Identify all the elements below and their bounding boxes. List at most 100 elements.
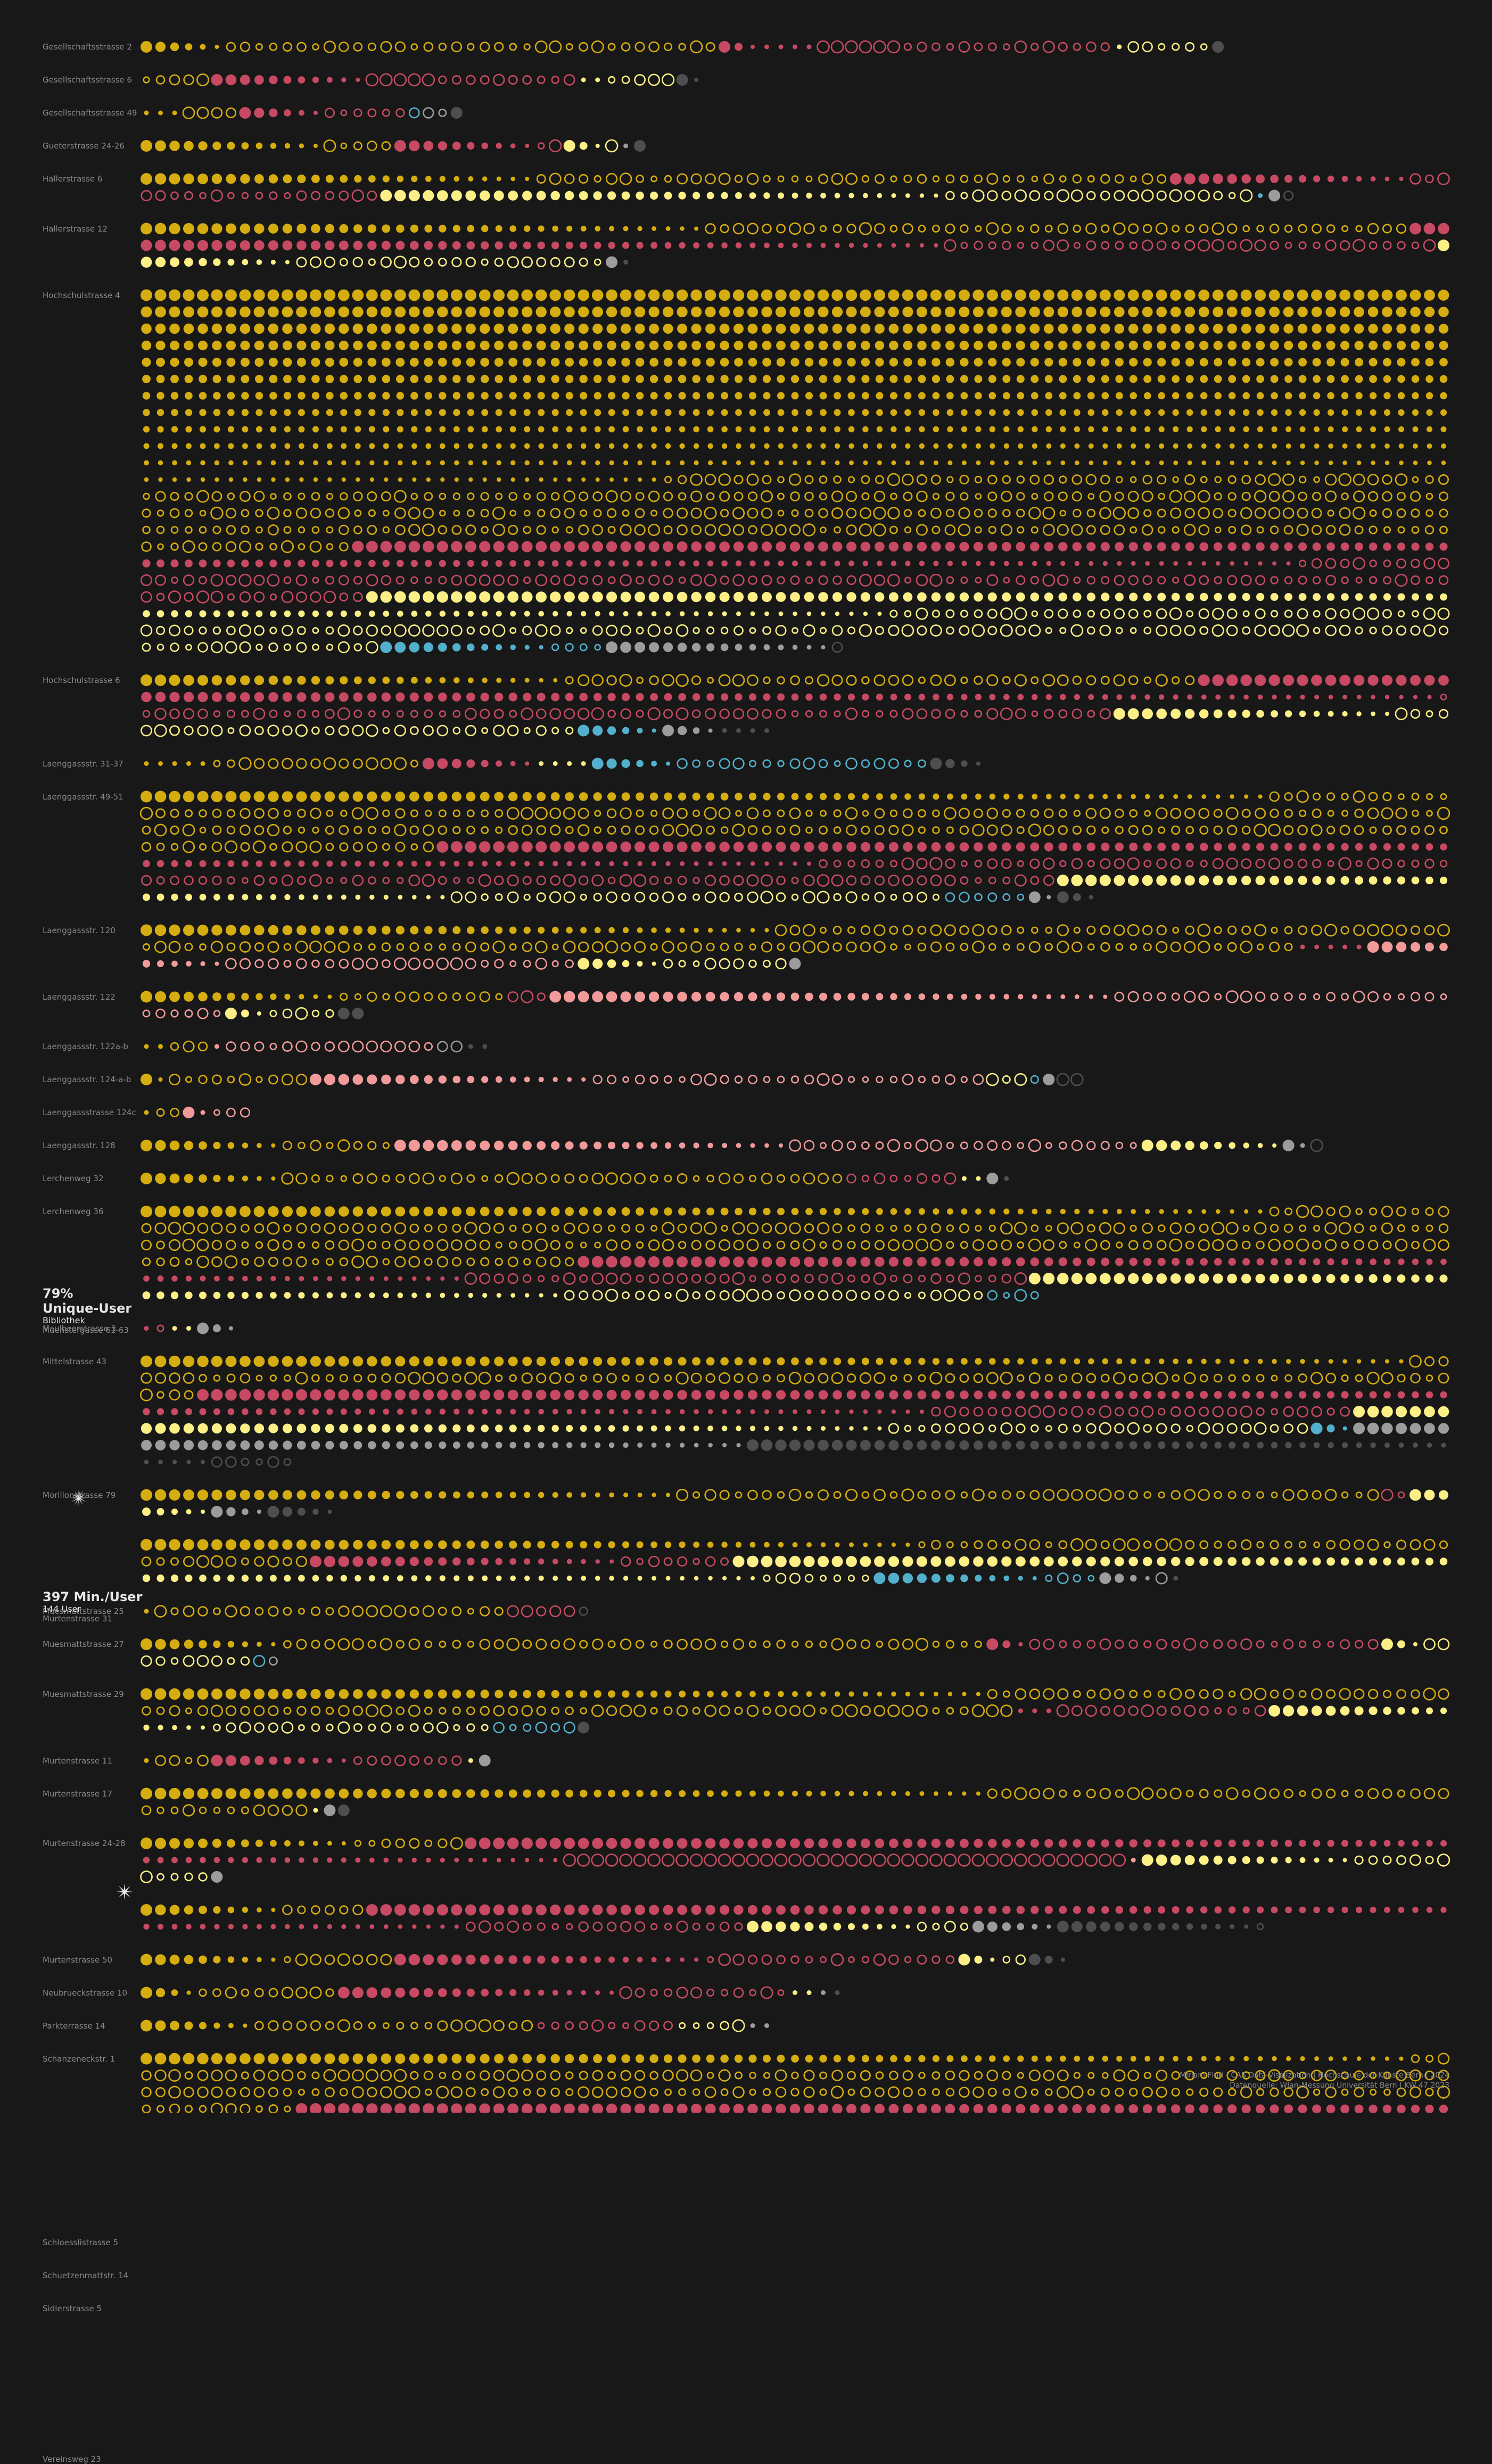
dot-outline <box>1341 1241 1349 1249</box>
dot-outline <box>578 1223 589 1234</box>
dot-filled <box>298 392 306 400</box>
dot-outline <box>1339 240 1350 251</box>
dot-filled <box>239 289 251 301</box>
dot-filled <box>227 860 235 867</box>
dot-filled <box>1143 375 1152 383</box>
dot-filled <box>733 324 744 334</box>
dot-outline <box>634 508 645 518</box>
dot-outline <box>326 492 334 500</box>
dot-outline <box>1227 575 1238 586</box>
dot-filled <box>634 1390 645 1400</box>
dot-filled <box>225 925 236 936</box>
dot-outline <box>1254 924 1267 937</box>
dot-outline <box>918 677 926 685</box>
dot-filled <box>1227 709 1237 719</box>
dot-filled <box>1060 1208 1066 1215</box>
dot-filled <box>579 191 588 200</box>
dot-outline <box>790 1240 800 1250</box>
dot-filled <box>509 926 517 934</box>
dot-filled <box>1325 674 1337 686</box>
dot-outline <box>156 1108 165 1117</box>
dot-filled <box>1156 307 1167 317</box>
dot-filled <box>720 1357 729 1366</box>
dot-filled <box>1032 460 1037 465</box>
dot-outline <box>184 1009 193 1018</box>
dot-filled <box>425 176 432 182</box>
dot-outline <box>1044 491 1054 501</box>
dot-filled <box>1283 674 1295 686</box>
dot-filled <box>1131 561 1136 566</box>
dot-outline <box>831 1140 843 1151</box>
dot-outline <box>804 1290 814 1300</box>
dot-filled <box>733 842 744 852</box>
dot-outline <box>139 1388 153 1402</box>
dot-outline <box>156 843 165 852</box>
dot-filled <box>1326 843 1335 851</box>
dot-outline <box>311 1241 320 1249</box>
dot-outline <box>422 523 435 537</box>
dot-filled <box>1127 875 1139 886</box>
dot-filled <box>1030 1257 1040 1266</box>
dot-outline <box>536 257 547 267</box>
dot-outline <box>450 891 463 903</box>
dot-filled <box>212 340 222 351</box>
dot-outline <box>1367 491 1379 502</box>
dot-filled <box>283 375 292 383</box>
dot-outline <box>904 1141 912 1150</box>
dot-outline <box>339 959 349 969</box>
dot-filled <box>1228 843 1237 851</box>
dot-filled <box>397 677 404 684</box>
dot-filled <box>479 541 491 553</box>
dot-filled <box>494 693 504 702</box>
dot-outline <box>283 943 292 951</box>
dot-filled <box>975 392 982 400</box>
dot-filled <box>423 541 434 553</box>
dot-filled <box>733 1256 744 1267</box>
dot-outline <box>1001 191 1012 201</box>
dot-filled <box>1015 324 1026 334</box>
dot-filled <box>482 477 487 482</box>
dot-outline <box>367 826 376 835</box>
dot-filled <box>608 409 615 416</box>
dot-filled <box>169 240 180 251</box>
dot-outline <box>154 574 166 586</box>
dot-filled <box>1243 1142 1249 1149</box>
dot-filled <box>382 224 391 233</box>
dot-filled <box>199 610 207 617</box>
dot-filled <box>861 358 870 367</box>
dot-outline <box>1044 1374 1053 1382</box>
dot-outline <box>887 40 901 54</box>
dot-outline <box>1242 626 1251 635</box>
dot-filled <box>1438 307 1449 317</box>
dot-filled <box>355 460 361 466</box>
dot-outline <box>296 958 307 969</box>
dot-filled <box>254 323 265 334</box>
dot-outline <box>1142 825 1153 836</box>
dot-outline <box>904 943 911 951</box>
dot-outline <box>1425 1224 1433 1232</box>
dot-filled <box>481 142 488 150</box>
dot-filled <box>553 477 558 482</box>
dot-outline <box>183 574 195 586</box>
dot-filled <box>1101 375 1109 383</box>
dot-filled <box>340 392 348 400</box>
dot-outline <box>508 825 518 835</box>
dot-filled <box>649 1390 659 1400</box>
dot-outline <box>1031 710 1038 718</box>
dot-outline <box>481 1175 489 1182</box>
dot-outline <box>762 224 772 234</box>
dot-filled <box>975 409 982 416</box>
dot-outline <box>777 943 785 951</box>
dot-filled <box>931 1257 941 1267</box>
dot-outline <box>902 1239 913 1251</box>
dot-filled <box>242 1175 248 1182</box>
dot-filled <box>1201 794 1207 799</box>
dot-outline <box>507 1256 518 1267</box>
dot-outline <box>326 526 334 534</box>
dot-outline <box>733 491 744 501</box>
dot-filled <box>426 460 431 466</box>
dot-filled <box>395 358 405 367</box>
dot-outline <box>213 710 221 718</box>
dot-filled <box>509 241 517 250</box>
dot-outline <box>1353 557 1365 570</box>
